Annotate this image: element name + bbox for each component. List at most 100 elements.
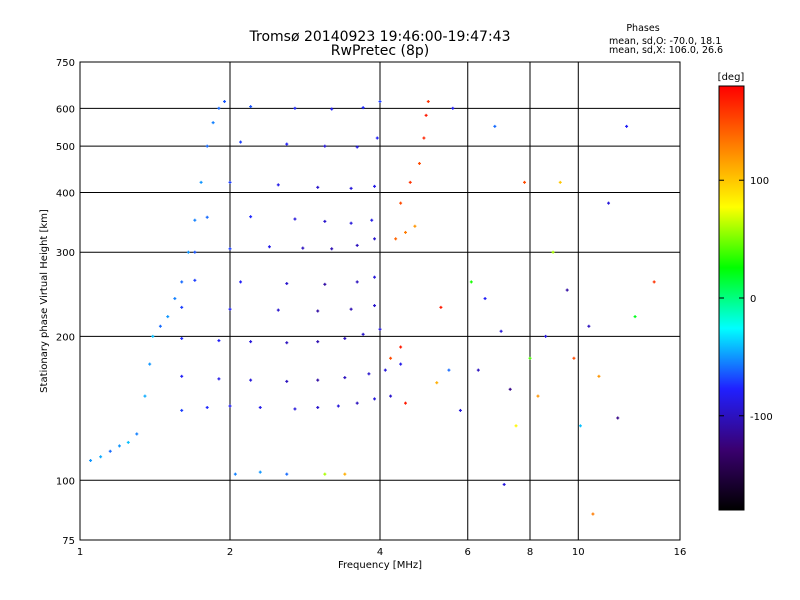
echo-point [426, 100, 430, 104]
noise-point [544, 334, 548, 338]
echo-point [276, 183, 280, 187]
echo-point [249, 340, 253, 344]
echo-point [180, 408, 184, 412]
colorbar-label: [deg] [718, 72, 745, 83]
echo-point [424, 113, 428, 117]
x-tick-label: 6 [465, 547, 471, 558]
echo-point [330, 247, 334, 251]
echo-point [373, 397, 377, 401]
echo-point [143, 394, 147, 398]
echo-point [389, 394, 393, 398]
echo-point [349, 307, 353, 311]
echo-point [276, 308, 280, 312]
echo-point [349, 186, 353, 190]
echo-point [267, 245, 271, 249]
noise-point [451, 106, 455, 110]
echo-point [375, 136, 379, 140]
echo-point [383, 368, 387, 372]
noise-point [565, 288, 569, 292]
echo-point [323, 282, 327, 286]
echo-point [389, 356, 393, 360]
echo-point [239, 280, 243, 284]
x-tick-label: 1 [77, 547, 83, 558]
echo-point [180, 336, 184, 340]
echo-point [355, 145, 359, 149]
echo-point [285, 472, 289, 476]
noise-point [508, 387, 512, 391]
echo-point [193, 250, 197, 254]
echo-point [361, 332, 365, 336]
x-tick-label: 2 [227, 547, 233, 558]
noise-point [597, 374, 601, 378]
echo-point [199, 180, 203, 184]
noise-point [572, 356, 576, 360]
echo-point [355, 243, 359, 247]
echo-point [211, 121, 215, 125]
x-tick-label: 4 [377, 547, 383, 558]
noise-point [616, 416, 620, 420]
echo-point [217, 106, 221, 110]
y-tick-label: 750 [56, 58, 75, 69]
echo-point [173, 297, 177, 301]
echo-point [249, 215, 253, 219]
colorbar-tick-label: 100 [750, 176, 769, 187]
y-tick-label: 200 [56, 332, 75, 343]
noise-point [493, 124, 497, 128]
noise-point [458, 408, 462, 412]
y-tick-label: 75 [62, 536, 75, 547]
echo-point [126, 440, 130, 444]
x-axis-label: Frequency [MHz] [338, 560, 422, 571]
echo-point [336, 404, 340, 408]
echo-point [180, 305, 184, 309]
echo-point [217, 377, 221, 381]
echo-point [228, 247, 232, 251]
echo-point [417, 161, 421, 165]
echo-point [394, 237, 398, 241]
echo-point [355, 401, 359, 405]
echo-point [301, 246, 305, 250]
noise-point [607, 201, 611, 205]
echo-point [316, 340, 320, 344]
echo-point [323, 219, 327, 223]
noise-point [514, 424, 518, 428]
echo-point [323, 144, 327, 148]
noise-point [528, 356, 532, 360]
echo-point [378, 100, 382, 104]
echo-point [316, 309, 320, 313]
echo-point [249, 105, 253, 109]
echo-point [373, 275, 377, 279]
echo-point [258, 470, 262, 474]
y-tick-label: 500 [56, 142, 75, 153]
echo-point [180, 280, 184, 284]
noise-point [558, 180, 562, 184]
chart-subtitle: RwPretec (8p) [331, 43, 429, 59]
echo-point [330, 107, 334, 111]
plot-frame [79, 61, 681, 541]
colorbar-tick-label: 0 [750, 294, 756, 305]
echo-point [293, 217, 297, 221]
echo-point [403, 401, 407, 405]
data-points [89, 100, 656, 516]
echo-point [343, 472, 347, 476]
echo-point [223, 100, 227, 104]
echo-point [228, 180, 232, 184]
echo-point [323, 472, 327, 476]
y-axis-ticks: 75 100 200 300 400 500 600 750 [56, 58, 75, 547]
noise-point [633, 315, 637, 319]
echo-point [158, 324, 162, 328]
noise-point [469, 280, 473, 284]
echo-point [373, 237, 377, 241]
echo-point [316, 185, 320, 189]
chart-title: Tromsø 20140923 19:46:00-19:47:43 [249, 29, 511, 45]
echo-point [343, 336, 347, 340]
echo-point [355, 280, 359, 284]
x-tick-label: 16 [674, 547, 687, 558]
echo-point [205, 144, 209, 148]
echo-point [422, 136, 426, 140]
echo-point [193, 218, 197, 222]
noise-point [536, 394, 540, 398]
echo-point [413, 224, 417, 228]
echo-point [370, 218, 374, 222]
echo-point [378, 327, 382, 331]
